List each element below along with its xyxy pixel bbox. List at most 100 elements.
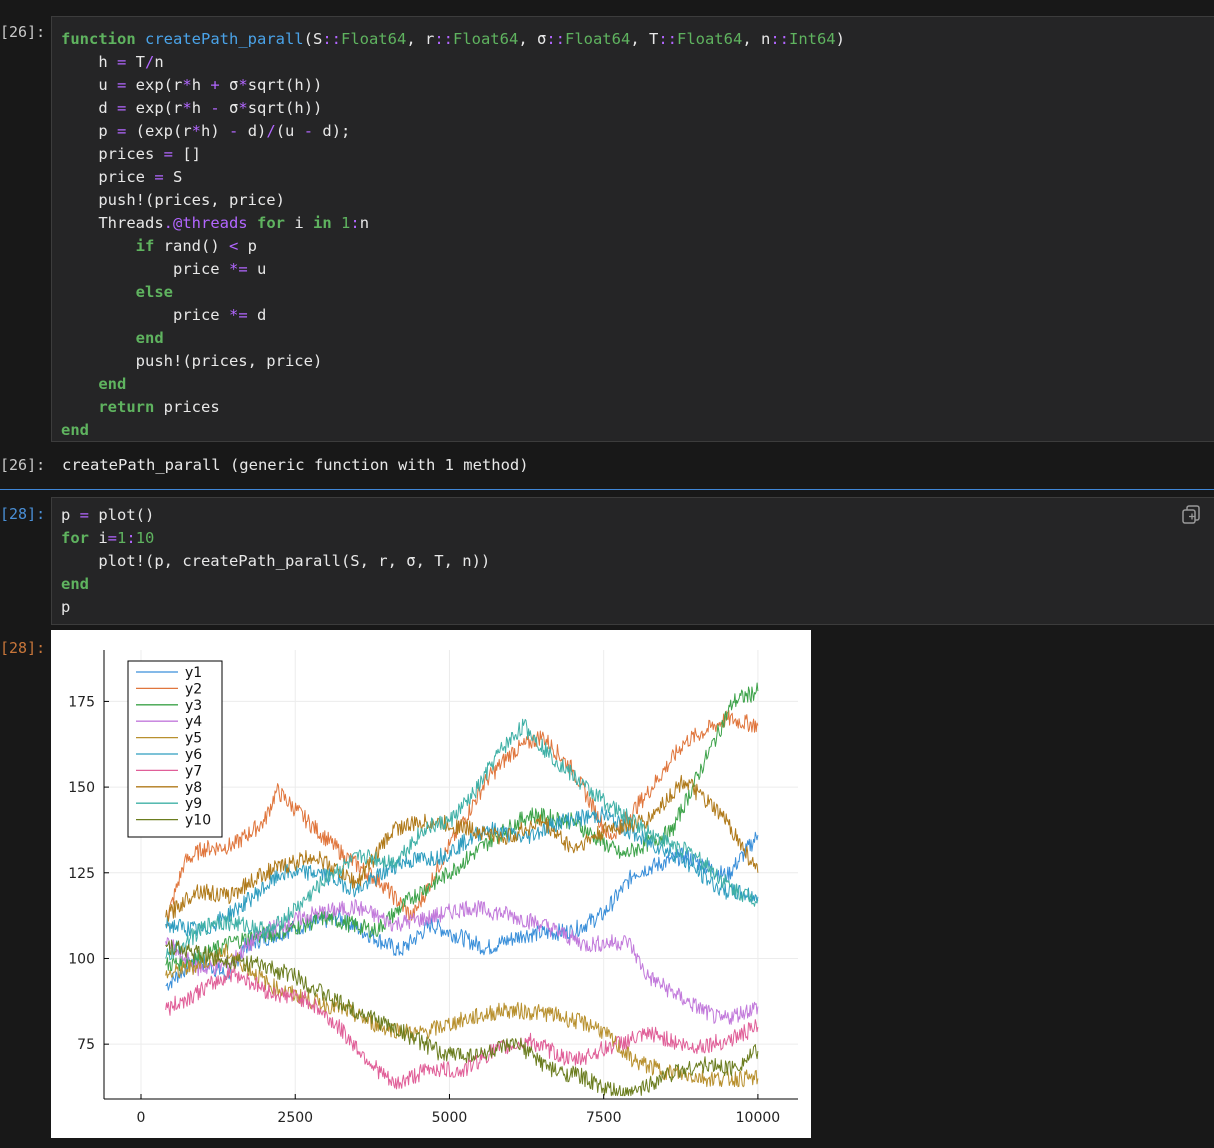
series-line-y8 — [165, 774, 759, 922]
code-token: in — [313, 214, 332, 232]
code-token — [61, 283, 136, 301]
code-token: : — [126, 529, 136, 547]
code-token: Float64 — [564, 30, 631, 48]
cell-2-output-prompt: [28]: — [0, 639, 46, 657]
x-tick-label: 10000 — [736, 1110, 781, 1126]
code-token: S — [163, 168, 183, 186]
code-token — [136, 30, 145, 48]
code-token: u — [247, 260, 267, 278]
code-token: end — [135, 329, 164, 347]
code-token: push!(prices, price) — [61, 191, 285, 209]
code-line: prices = [] — [61, 145, 201, 163]
code-token: d — [61, 99, 117, 117]
code-token: h — [191, 99, 211, 117]
legend-label: y8 — [185, 780, 202, 796]
code-token: function — [61, 30, 136, 48]
code-line: d = exp(r*h - σ*sqrt(h)) — [61, 99, 322, 117]
cell-1-output-prompt: [26]: — [0, 456, 46, 474]
code-token: * — [182, 99, 192, 117]
code-token: n — [154, 53, 164, 71]
code-token: *= — [228, 306, 248, 324]
legend-label: y4 — [185, 714, 202, 730]
code-token — [61, 329, 136, 347]
code-token: * — [191, 122, 202, 140]
code-line: end — [61, 375, 126, 393]
x-tick-label: 7500 — [586, 1110, 622, 1126]
code-token: < — [228, 237, 239, 255]
code-token: end — [61, 421, 89, 439]
code-token: / — [266, 122, 276, 140]
code-token: sqrt(h)) — [247, 99, 323, 117]
code-token — [61, 237, 136, 255]
cell-2-input-prompt: [28]: — [0, 505, 46, 523]
cell-1-code-editor[interactable]: function createPath_parall(S::Float64, r… — [51, 16, 1214, 442]
code-line: h = T/n — [61, 53, 164, 71]
plot-output: 0 2500 5000 7500 10000 75 100 125 150 175 y1 y2 y3 y4… — [51, 630, 811, 1138]
code-token: for — [61, 529, 89, 547]
code-line: end — [61, 329, 164, 347]
code-token: .@threads — [163, 214, 248, 232]
code-token: exp(r — [126, 76, 183, 94]
code-token: - — [210, 99, 220, 117]
legend-label: y5 — [185, 731, 202, 747]
cell-2-code-editor[interactable]: p = plot() for i=1:10 plot!(p, createPat… — [51, 497, 1214, 625]
copy-icon[interactable] — [1180, 504, 1202, 526]
code-token: i — [89, 529, 108, 547]
code-token: * — [182, 76, 192, 94]
cell-1-input-prompt: [26]: — [0, 23, 46, 41]
code-token: Float64 — [452, 30, 519, 48]
legend-label: y10 — [185, 813, 211, 829]
code-token: (u — [275, 122, 304, 140]
code-line: end — [61, 575, 89, 593]
code-token: Int64 — [788, 30, 836, 48]
code-line: for i=1:10 — [61, 529, 154, 547]
code-token: σ — [219, 76, 239, 94]
code-line: push!(prices, price) — [61, 352, 323, 370]
series-line-y6 — [165, 806, 759, 937]
code-token: h) — [201, 122, 230, 140]
series-line-y10 — [165, 939, 759, 1097]
code-token: , r — [406, 30, 435, 48]
legend-label: y2 — [185, 681, 202, 697]
code-token: rand() — [154, 237, 229, 255]
code-line: end — [61, 421, 89, 439]
code-token: (exp(r — [126, 122, 192, 140]
code-token: return — [98, 398, 155, 416]
code-line: function createPath_parall(S::Float64, r… — [61, 30, 845, 48]
code-token: 1 — [341, 214, 351, 232]
code-token — [61, 398, 98, 416]
code-token: + — [210, 76, 220, 94]
cell-1-code[interactable]: function createPath_parall(S::Float64, r… — [52, 17, 1214, 442]
code-token: = — [79, 506, 90, 524]
y-tick-label: 150 — [68, 780, 95, 796]
code-token: :: — [770, 30, 789, 48]
code-token: exp(r — [126, 99, 183, 117]
code-line: p = plot() — [61, 506, 154, 524]
x-tick-label: 5000 — [432, 1110, 468, 1126]
code-token: = — [107, 529, 118, 547]
code-token: = — [117, 53, 127, 71]
code-token: , σ — [518, 30, 547, 48]
line-chart: 0 2500 5000 7500 10000 75 100 125 150 175 y1y2y3y4… — [68, 650, 798, 1126]
code-token: prices — [154, 398, 220, 416]
code-token: p — [61, 122, 117, 140]
code-token: , n — [742, 30, 771, 48]
cell-1-output-text: createPath_parall (generic function with… — [62, 456, 529, 474]
legend-label: y1 — [185, 665, 202, 681]
code-token: price — [61, 306, 229, 324]
code-line: u = exp(r*h + σ*sqrt(h)) — [61, 76, 322, 94]
cell-2-code[interactable]: p = plot() for i=1:10 plot!(p, createPat… — [52, 498, 1214, 619]
code-token: ) — [835, 30, 845, 48]
code-token: 10 — [135, 529, 155, 547]
code-token: h — [61, 53, 117, 71]
y-tick-label: 75 — [77, 1037, 95, 1053]
code-token: = — [163, 145, 173, 163]
code-token: (S — [303, 30, 323, 48]
code-token — [61, 375, 98, 393]
code-token: :: — [322, 30, 341, 48]
code-token: for — [257, 214, 285, 232]
code-token: / — [145, 53, 155, 71]
series-line-y9 — [165, 718, 759, 961]
active-cell-divider — [0, 489, 1214, 490]
legend-label: y6 — [185, 747, 202, 763]
